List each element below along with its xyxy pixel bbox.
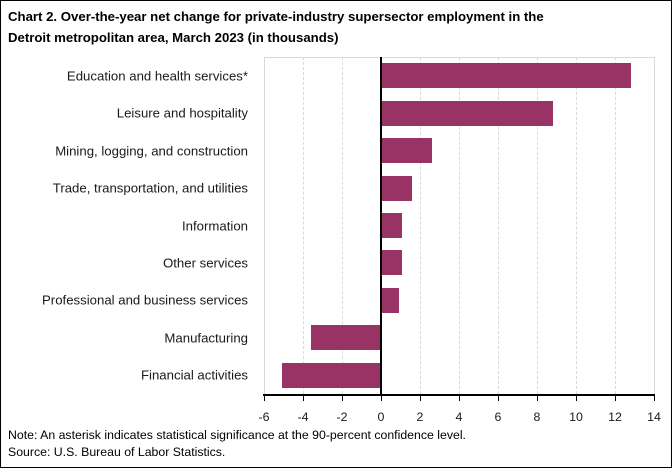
bar <box>381 287 399 313</box>
category-label: Information <box>182 218 248 233</box>
bar <box>381 250 403 276</box>
tick-mark <box>615 396 616 401</box>
x-tick-label: 0 <box>377 410 385 424</box>
bar <box>381 100 553 126</box>
x-tick-label: 8 <box>533 410 541 424</box>
gridline <box>498 57 499 394</box>
gridline <box>420 57 421 394</box>
bar <box>381 175 413 201</box>
tick-mark <box>420 396 421 401</box>
x-tick-label: -2 <box>336 410 348 424</box>
category-label: Trade, transportation, and utilities <box>52 180 248 196</box>
bar <box>310 325 381 351</box>
bar <box>381 213 403 238</box>
x-tick-label: 14 <box>647 410 661 424</box>
tick-mark <box>537 396 538 401</box>
tick-mark <box>459 396 460 401</box>
bar <box>281 362 381 388</box>
chart-title-line1: Chart 2. Over-the-year net change for pr… <box>8 9 544 24</box>
x-tick-label: 12 <box>608 410 622 424</box>
tick-mark <box>264 396 265 401</box>
x-tick-label: -4 <box>297 410 309 424</box>
tick-mark <box>381 396 382 401</box>
tick-mark <box>654 396 655 401</box>
category-label: Leisure and hospitality <box>116 105 248 121</box>
gridline <box>303 57 304 394</box>
bar <box>381 138 432 164</box>
category-label: Mining, logging, and construction <box>55 143 248 159</box>
tick-mark <box>342 396 343 401</box>
gridline <box>615 57 616 394</box>
category-label: Financial activities <box>140 367 248 383</box>
source-text: Source: U.S. Bureau of Labor Statistics. <box>8 445 226 459</box>
gridline <box>537 57 538 394</box>
category-label: Other services <box>162 255 248 271</box>
x-tick-label: -6 <box>258 410 270 424</box>
x-tick-label: 10 <box>569 410 583 424</box>
category-label: Education and health services* <box>66 68 248 84</box>
gridline <box>576 57 577 394</box>
tick-mark <box>576 396 577 401</box>
gridline <box>459 57 460 394</box>
zero-axis-line <box>380 57 382 394</box>
category-label: Manufacturing <box>164 330 248 346</box>
tick-mark <box>303 396 304 401</box>
gridline <box>342 57 343 394</box>
x-tick-label: 4 <box>455 410 463 424</box>
x-tick-label: 2 <box>416 410 424 424</box>
tick-mark <box>498 396 499 401</box>
note-text: Note: An asterisk indicates statistical … <box>8 428 466 442</box>
x-axis-line <box>263 394 655 396</box>
chart-title: Chart 2. Over-the-year net change for pr… <box>8 6 668 48</box>
x-tick-label: 6 <box>494 410 502 424</box>
bar <box>381 63 631 89</box>
chart-title-line2: Detroit metropolitan area, March 2023 (i… <box>8 30 339 45</box>
category-label: Professional and business services <box>42 292 248 308</box>
